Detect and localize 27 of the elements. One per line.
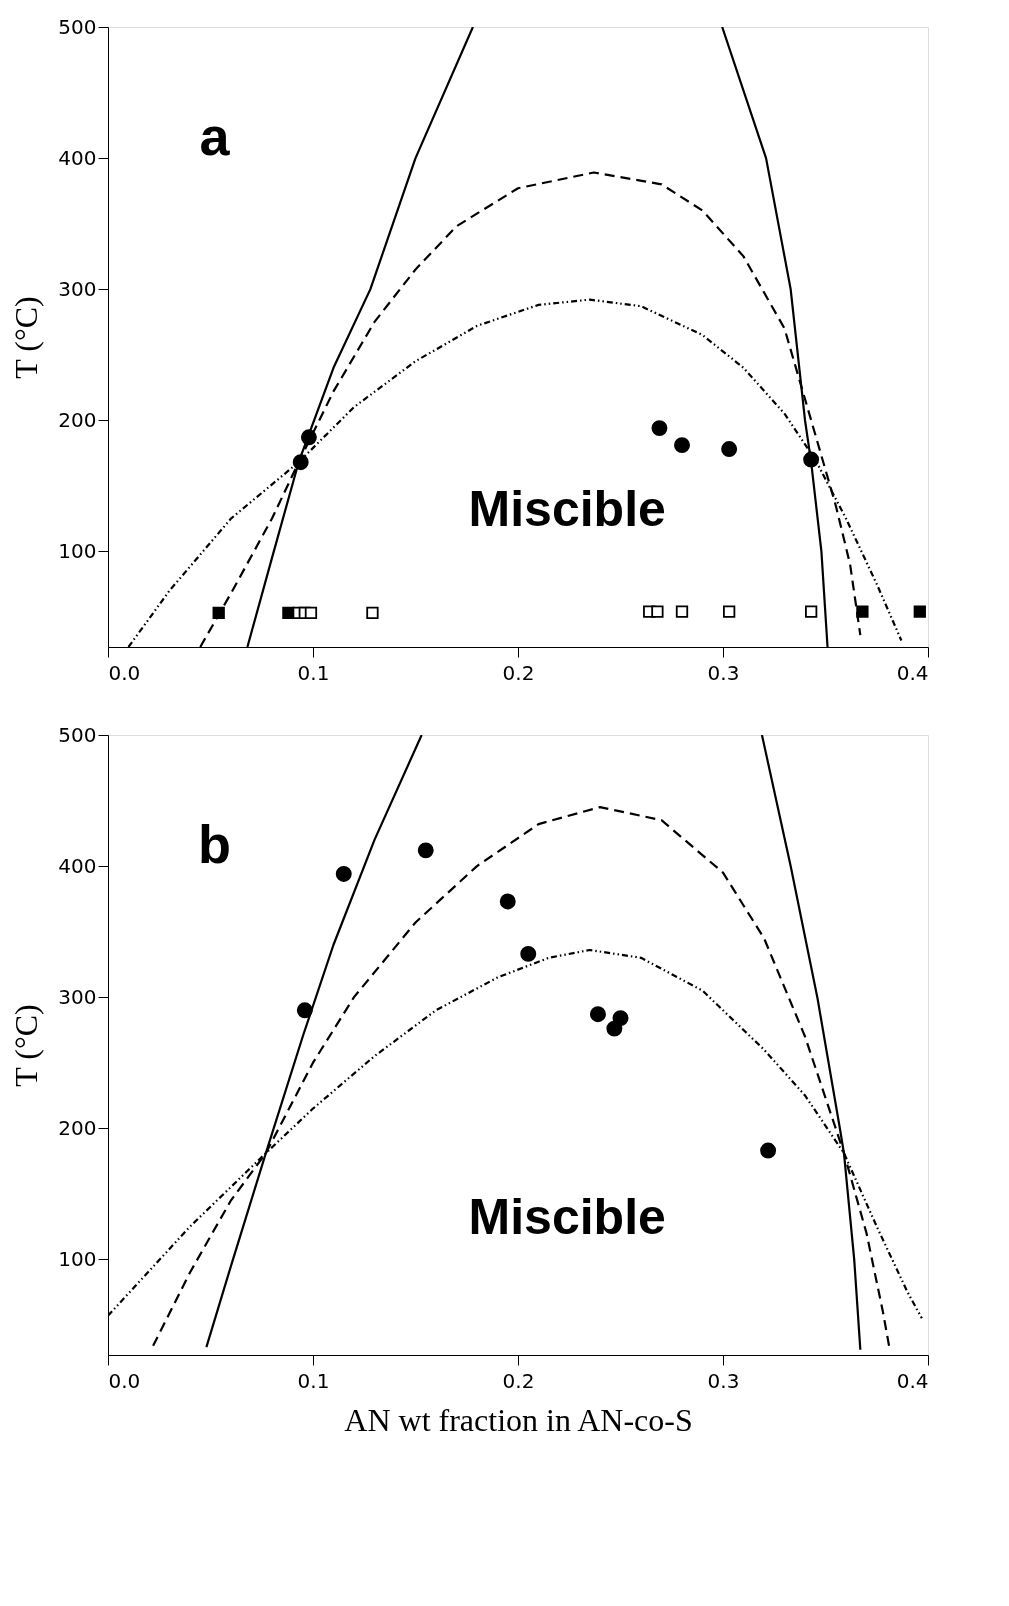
- y-tick-label: 300: [58, 276, 97, 301]
- x-tick-label: 0.2: [502, 1368, 535, 1393]
- y-tick-label: 100: [58, 1246, 97, 1271]
- x-tick-label: 0.0: [108, 660, 141, 685]
- y-tick-label: 200: [58, 407, 97, 432]
- annotation: b: [198, 813, 232, 874]
- y-tick-label: 500: [58, 722, 97, 747]
- x-tick-label: 0.1: [297, 1368, 330, 1393]
- y-tick-label: 400: [58, 145, 97, 170]
- y-axis-title: T (°C): [8, 296, 45, 379]
- annotation: Miscible: [468, 480, 666, 537]
- y-tick-label: 400: [58, 853, 97, 878]
- x-tick-label: 0.3: [707, 1368, 740, 1393]
- annotation: Miscible: [468, 1188, 666, 1245]
- y-axis-title: T (°C): [8, 1004, 45, 1087]
- y-tick-label: 500: [58, 14, 97, 39]
- annotation: a: [199, 105, 231, 166]
- x-tick-label: 0.4: [896, 1368, 929, 1393]
- x-tick-label: 0.1: [297, 660, 330, 685]
- x-tick-label: 0.0: [108, 1368, 141, 1393]
- y-tick-label: 100: [58, 538, 97, 563]
- x-tick-label: 0.3: [707, 660, 740, 685]
- x-tick-label: 0.2: [502, 660, 535, 685]
- x-axis-title: AN wt fraction in AN-co-S: [344, 1401, 693, 1438]
- y-tick-label: 200: [58, 1115, 97, 1140]
- x-tick-label: 0.4: [896, 660, 929, 685]
- y-tick-label: 300: [58, 984, 97, 1009]
